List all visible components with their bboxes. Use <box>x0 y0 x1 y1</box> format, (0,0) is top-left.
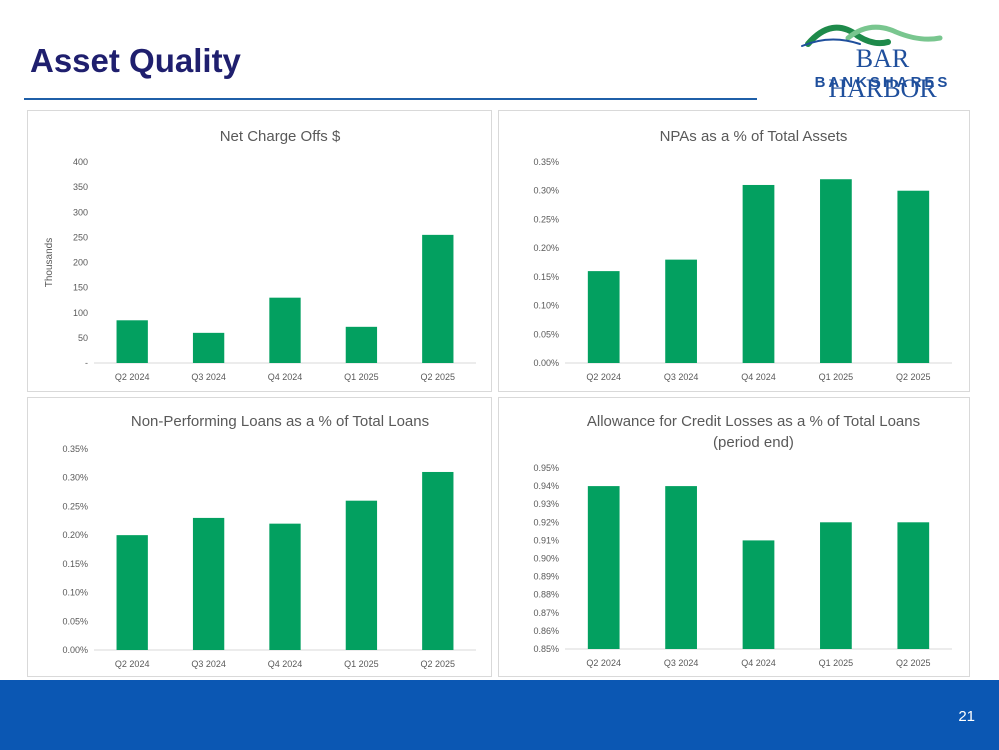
x-tick-label: Q2 2024 <box>586 372 621 382</box>
x-tick-label: Q4 2024 <box>268 659 303 669</box>
y-tick-label: 0.85% <box>533 644 559 654</box>
bar-q3-2024 <box>192 332 225 363</box>
chart-panel-acl-total-loans: Allowance for Credit Losses as a % of To… <box>498 397 970 677</box>
logo-hills-icon <box>801 24 943 47</box>
logo-subtitle: BANKSHARES <box>814 74 951 91</box>
y-tick-label: 0.89% <box>533 572 559 582</box>
y-tick-label: 0.20% <box>533 243 559 253</box>
y-tick-label: 350 <box>73 182 88 192</box>
chart-panel-npl-total-loans: Non-Performing Loans as a % of Total Loa… <box>27 397 492 677</box>
y-axis-label: Thousands <box>44 238 55 287</box>
bar-q4-2024 <box>269 297 301 363</box>
chart-npl-total-loans: Non-Performing Loans as a % of Total Loa… <box>62 413 476 669</box>
y-tick-label: 250 <box>73 232 88 242</box>
chart-panel-npas-total-assets: NPAs as a % of Total Assets 0.00% 0.05% 0.1… <box>498 110 970 392</box>
y-tick-label: 150 <box>73 283 88 293</box>
chart-title: NPAs as a % of Total Assets <box>660 128 848 145</box>
y-tick-label: 300 <box>73 207 88 217</box>
y-tick-label: 0.87% <box>533 608 559 618</box>
bar-q1-2025 <box>820 522 852 649</box>
y-tick-label: 0.90% <box>533 554 559 564</box>
bar-q3-2024 <box>192 517 225 650</box>
bar-q2-2024 <box>587 486 620 649</box>
y-tick-label: 0.92% <box>533 517 559 527</box>
bar-q4-2024 <box>269 523 301 650</box>
x-tick-label: Q1 2025 <box>344 659 379 669</box>
y-tick-label: 0.00% <box>62 645 88 655</box>
x-tick-label: Q2 2024 <box>115 372 150 382</box>
x-tick-label: Q4 2024 <box>268 372 303 382</box>
bar-q1-2025 <box>345 326 378 363</box>
bar-q3-2024 <box>665 259 697 363</box>
y-tick-label: 0.15% <box>533 272 559 282</box>
y-tick-label: 0.10% <box>533 301 559 311</box>
x-tick-label: Q1 2025 <box>819 372 854 382</box>
company-logo: BAR HARBOR BANKSHARES <box>800 14 965 103</box>
y-tick-label: 50 <box>78 333 88 343</box>
y-tick-label: 0.10% <box>62 588 88 598</box>
title-divider <box>24 98 757 100</box>
y-tick-label: 0.93% <box>533 499 559 509</box>
y-tick-label: 0.88% <box>533 590 559 600</box>
y-tick-label: 0.30% <box>533 186 559 196</box>
bar-q4-2024 <box>742 540 775 649</box>
y-tick-label: 0.15% <box>62 559 88 569</box>
y-tick-label: 0.91% <box>533 535 559 545</box>
bar-q2-2025 <box>897 190 930 363</box>
x-tick-label: Q3 2024 <box>191 372 226 382</box>
chart-title: Non-Performing Loans as a % of Total Loa… <box>131 413 429 430</box>
chart-title: (period end) <box>713 434 794 451</box>
bar-q2-2025 <box>897 522 930 649</box>
chart-acl-total-loans: Allowance for Credit Losses as a % of To… <box>533 413 952 668</box>
x-tick-label: Q4 2024 <box>741 372 776 382</box>
y-tick-label: 0.94% <box>533 481 559 491</box>
page-number: 21 <box>958 708 975 725</box>
x-tick-label: Q2 2025 <box>421 372 456 382</box>
x-tick-label: Q1 2025 <box>819 658 854 668</box>
y-tick-label: 0.05% <box>62 616 88 626</box>
bar-q4-2024 <box>742 184 775 363</box>
y-tick-label: - <box>85 358 88 368</box>
bar-q2-2024 <box>587 271 620 363</box>
x-tick-label: Q2 2024 <box>115 659 150 669</box>
page-title: Asset Quality <box>30 42 241 79</box>
x-tick-label: Q2 2025 <box>896 372 931 382</box>
bar-q1-2025 <box>345 500 378 650</box>
y-tick-label: 400 <box>73 157 88 167</box>
y-tick-label: 0.25% <box>62 501 88 511</box>
y-tick-label: 0.86% <box>533 626 559 636</box>
x-tick-label: Q3 2024 <box>664 658 699 668</box>
bar-q1-2025 <box>820 179 852 363</box>
x-tick-label: Q2 2025 <box>421 659 456 669</box>
x-tick-label: Q3 2024 <box>191 659 226 669</box>
y-tick-label: 0.35% <box>62 444 88 454</box>
chart-title: Allowance for Credit Losses as a % of To… <box>587 413 920 430</box>
chart-title: Net Charge Offs $ <box>220 128 341 145</box>
chart-net-charge-offs: Net Charge Offs $ Thousands - 50 100 150 200 25… <box>44 128 476 382</box>
bar-q2-2025 <box>422 234 454 363</box>
chart-npas-total-assets: NPAs as a % of Total Assets 0.00% 0.05% 0.1… <box>533 128 952 382</box>
y-tick-label: 0.35% <box>533 157 559 167</box>
chart-panel-net-charge-offs: Net Charge Offs $ Thousands - 50 100 150 200 25… <box>27 110 492 392</box>
y-tick-label: 0.20% <box>62 530 88 540</box>
bar-q2-2024 <box>116 320 148 363</box>
y-tick-label: 0.05% <box>533 329 559 339</box>
y-tick-label: 0.25% <box>533 214 559 224</box>
y-tick-label: 0.95% <box>533 463 559 473</box>
footer-bar: 21 <box>0 680 999 750</box>
x-tick-label: Q2 2025 <box>896 658 931 668</box>
y-tick-label: 0.30% <box>62 473 88 483</box>
bar-q2-2025 <box>422 471 454 650</box>
x-tick-label: Q2 2024 <box>586 658 621 668</box>
y-tick-label: 200 <box>73 258 88 268</box>
x-tick-label: Q1 2025 <box>344 372 379 382</box>
y-tick-label: 100 <box>73 308 88 318</box>
x-tick-label: Q4 2024 <box>741 658 776 668</box>
logo-wordmark: BAR HARBOR <box>828 44 937 103</box>
bar-q3-2024 <box>665 486 697 649</box>
bar-q2-2024 <box>116 535 148 650</box>
x-tick-label: Q3 2024 <box>664 372 699 382</box>
y-tick-label: 0.00% <box>533 358 559 368</box>
